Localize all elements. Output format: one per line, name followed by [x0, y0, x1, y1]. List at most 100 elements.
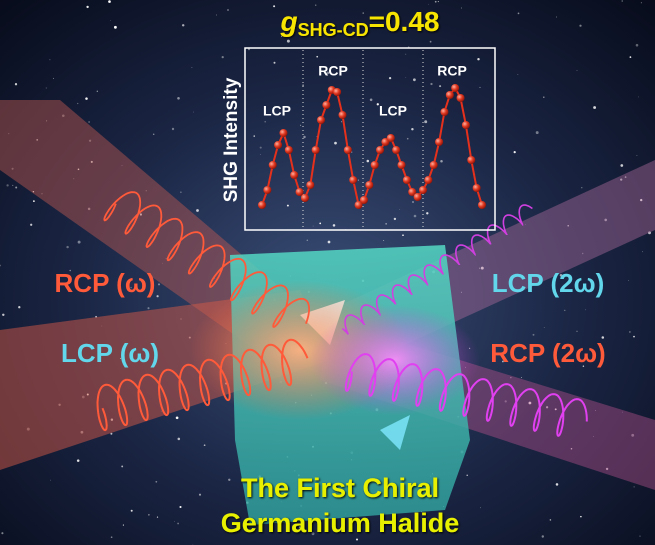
crystal-facet [380, 415, 410, 450]
star [319, 222, 322, 225]
beam-label: RCP (ω) [55, 268, 156, 298]
point [354, 201, 363, 209]
star [121, 165, 123, 167]
star [525, 224, 527, 226]
star [510, 377, 512, 379]
star [430, 82, 433, 86]
star [148, 514, 150, 516]
star [41, 193, 43, 195]
point [445, 91, 454, 99]
star [479, 86, 481, 88]
star [298, 525, 302, 529]
star [216, 14, 217, 16]
star [312, 225, 314, 227]
star [399, 209, 401, 210]
star [369, 98, 373, 102]
star [162, 262, 163, 264]
star [147, 307, 150, 310]
star [259, 146, 262, 149]
point [258, 201, 266, 209]
star [581, 187, 583, 189]
star [302, 84, 304, 87]
star [624, 176, 627, 178]
helix [103, 191, 310, 328]
star [87, 207, 91, 211]
star [620, 178, 623, 181]
star [517, 12, 520, 15]
title-symbol: g [280, 6, 298, 37]
caption-line: The First Chiral [241, 473, 439, 503]
point [268, 161, 277, 169]
star [621, 411, 623, 413]
star [439, 85, 442, 88]
star [434, 0, 437, 3]
chart-title: gSHG-CD=0.48 [280, 6, 440, 39]
star [513, 151, 516, 154]
point [472, 184, 481, 192]
point [359, 196, 368, 204]
star [139, 213, 143, 216]
star [559, 274, 563, 277]
star [580, 515, 582, 518]
star [636, 155, 638, 157]
star [221, 55, 224, 59]
star [460, 291, 462, 293]
star [110, 536, 113, 539]
point [461, 121, 470, 129]
star [581, 252, 584, 255]
star [149, 276, 153, 280]
point [440, 108, 449, 116]
star [77, 168, 80, 171]
star [631, 433, 635, 437]
star [158, 283, 160, 286]
star [49, 59, 51, 61]
star [286, 204, 289, 207]
star [593, 106, 597, 109]
star [46, 120, 48, 122]
star [174, 520, 176, 522]
star [357, 179, 359, 181]
point [478, 201, 486, 209]
point [317, 116, 326, 124]
star [0, 264, 1, 267]
star [171, 127, 175, 131]
star [286, 39, 290, 43]
star [554, 408, 557, 411]
star [122, 524, 124, 526]
title-value: =0.48 [369, 6, 440, 37]
star [155, 480, 158, 483]
star [640, 198, 643, 202]
star [413, 78, 416, 82]
star [405, 77, 407, 79]
star [528, 401, 532, 405]
star [156, 516, 159, 518]
star [576, 330, 578, 332]
star [341, 121, 343, 123]
star [33, 200, 35, 202]
y-axis-label: SHG Intensity [221, 77, 242, 202]
point [376, 146, 385, 154]
star [6, 184, 9, 187]
star [1, 532, 4, 535]
star [177, 437, 181, 441]
point [333, 88, 342, 96]
title-subscript: SHG-CD [298, 20, 369, 40]
star [179, 505, 182, 509]
star [601, 336, 605, 339]
star [90, 160, 93, 163]
point [322, 101, 331, 109]
star [180, 191, 182, 193]
star [585, 309, 587, 311]
star [77, 102, 79, 105]
star [635, 43, 639, 47]
star [198, 493, 202, 496]
star [355, 538, 359, 541]
star [541, 535, 545, 538]
star [535, 131, 539, 135]
star [73, 178, 75, 180]
star [642, 251, 643, 253]
star [175, 416, 179, 420]
star [593, 436, 594, 437]
